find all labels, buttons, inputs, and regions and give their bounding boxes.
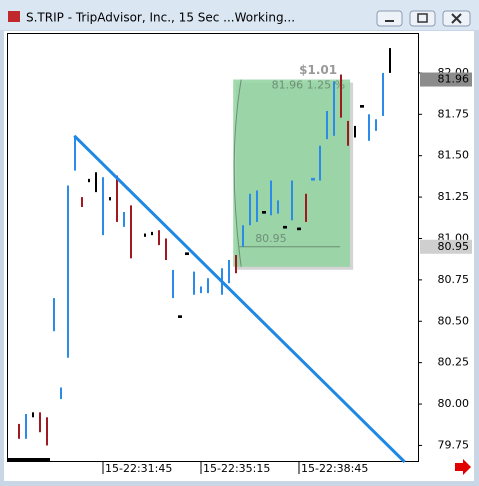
app-icon — [8, 11, 20, 22]
y-tick-label: 81.25 — [438, 190, 470, 203]
x-tick-label: 15-22:31:45 — [105, 462, 172, 475]
price-bar — [310, 177, 315, 181]
y-tick-label: 79.75 — [438, 438, 470, 451]
scroll-indicator — [8, 458, 50, 462]
price-tag — [420, 239, 472, 254]
y-tick-label: 80.50 — [438, 314, 470, 327]
measure-detail: 81.96 1.25 % — [272, 79, 345, 92]
scroll-arrow[interactable] — [455, 459, 471, 475]
price-bar — [296, 227, 301, 231]
maximize-button[interactable] — [409, 10, 436, 27]
y-tick-label: 81.50 — [438, 149, 470, 162]
x-tick-label: 15-22:38:45 — [301, 462, 368, 475]
price-bar — [261, 210, 266, 214]
price-bar — [282, 225, 287, 229]
y-tick-label: 80.75 — [438, 273, 470, 286]
window-title: S.TRIP - TripAdvisor, Inc., 15 Sec ...Wo… — [26, 11, 295, 25]
trendline — [73, 134, 406, 464]
measure-label: $1.01 — [299, 63, 337, 77]
price-tag — [420, 72, 472, 87]
price-bar — [177, 315, 182, 318]
measure-box — [233, 79, 351, 267]
close-icon — [451, 13, 462, 24]
price-tag-label: 80.95 — [438, 240, 470, 253]
minimize-button[interactable] — [376, 10, 403, 27]
price-tag-label: 81.96 — [438, 73, 470, 86]
maximize-icon — [417, 13, 428, 23]
plot-frame — [7, 33, 419, 462]
price-bar — [184, 252, 189, 256]
x-tick-label: 15-22:35:15 — [203, 462, 270, 475]
measure-bracket — [233, 79, 242, 267]
y-tick-label: 80.25 — [438, 356, 470, 369]
measure-low-label: 80.95 — [255, 232, 287, 245]
price-bar — [359, 105, 364, 108]
y-tick-label: 81.75 — [438, 107, 470, 120]
y-tick-label: 80.00 — [438, 397, 470, 410]
